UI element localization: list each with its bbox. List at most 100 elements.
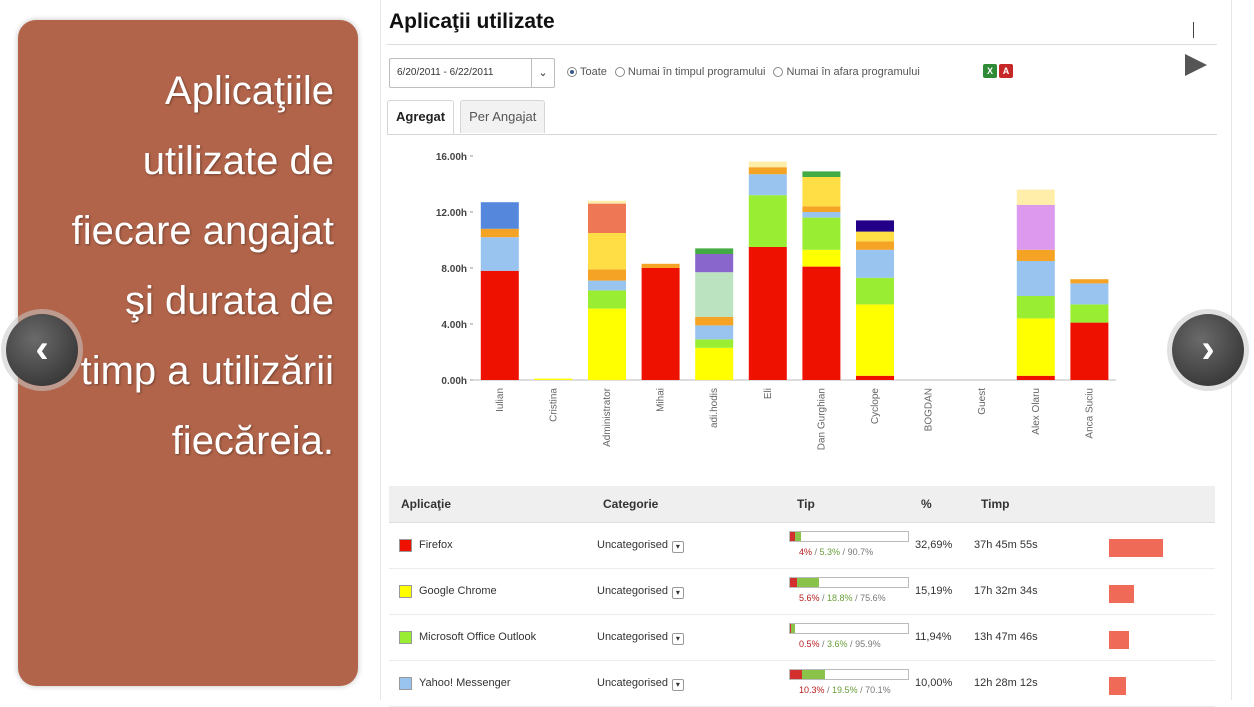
bar-segment[interactable] xyxy=(588,200,626,204)
bar-segment[interactable] xyxy=(802,177,841,207)
header-application[interactable]: Aplicaţie xyxy=(401,497,452,511)
header-time[interactable]: Timp xyxy=(981,497,1010,511)
category-value: Uncategorised xyxy=(597,585,668,597)
excel-export-icon[interactable]: X xyxy=(983,64,997,78)
bar-segment[interactable] xyxy=(588,233,626,270)
type-breakdown: 0.5% / 3.6% / 95.9% xyxy=(799,639,881,649)
bar-segment[interactable] xyxy=(480,202,519,229)
type-breakdown: 4% / 5.3% / 90.7% xyxy=(799,547,874,557)
type-breakdown: 10.3% / 19.5% / 70.1% xyxy=(799,685,891,695)
bar-segment[interactable] xyxy=(748,161,787,168)
bar-segment[interactable] xyxy=(1016,249,1055,261)
bar-segment[interactable] xyxy=(856,241,894,250)
type-rest-value: 95.9% xyxy=(855,639,881,649)
header-category[interactable]: Categorie xyxy=(603,497,659,511)
bar-segment[interactable] xyxy=(588,269,626,281)
percent-value: 32,69% xyxy=(915,539,953,551)
bar-segment[interactable] xyxy=(695,272,734,317)
bar-segment[interactable] xyxy=(748,174,787,196)
bar-segment[interactable] xyxy=(856,220,894,232)
bar-segment[interactable] xyxy=(802,206,841,212)
bar-segment[interactable] xyxy=(588,290,626,309)
bar-segment[interactable] xyxy=(480,270,519,380)
bar-segment[interactable] xyxy=(1070,322,1109,380)
tab-per-employee[interactable]: Per Angajat xyxy=(460,100,546,133)
chevron-down-icon[interactable]: ▾ xyxy=(671,633,684,645)
filter-during-hours[interactable]: Numai în timpul programului xyxy=(614,66,765,78)
header-percent[interactable]: % xyxy=(921,497,932,511)
bar-segment[interactable] xyxy=(1070,304,1109,323)
bar-segment[interactable] xyxy=(534,378,573,380)
bar-segment[interactable] xyxy=(1016,261,1055,296)
pdf-export-icon[interactable]: A xyxy=(999,64,1013,78)
filter-outside-hours[interactable]: Numai în afara programului xyxy=(773,66,920,78)
category-value: Uncategorised xyxy=(597,677,668,689)
color-swatch xyxy=(399,631,412,644)
bar-segment[interactable] xyxy=(856,231,894,242)
bar-segment[interactable] xyxy=(748,195,787,247)
header-type[interactable]: Tip xyxy=(797,497,815,511)
table-row[interactable]: Microsoft Office Outlook Uncategorised ▾ 0.… xyxy=(389,615,1215,661)
bar-segment[interactable] xyxy=(856,304,894,376)
type-bar xyxy=(789,623,909,634)
chevron-down-icon[interactable]: ▾ xyxy=(671,679,684,691)
bar-segment[interactable] xyxy=(802,266,841,380)
bar-segment[interactable] xyxy=(856,375,894,380)
type-breakdown: 5.6% / 18.8% / 75.6% xyxy=(799,593,886,603)
bar-segment[interactable] xyxy=(856,249,894,278)
type-green-value: 3.6% xyxy=(827,639,848,649)
bar-segment[interactable] xyxy=(480,237,519,271)
bar-segment[interactable] xyxy=(695,339,734,348)
bar-segment[interactable] xyxy=(1016,318,1055,376)
date-range-picker[interactable]: 6/20/2011 - 6/22/2011 ⌄ xyxy=(389,58,555,88)
bar-segment[interactable] xyxy=(695,254,734,273)
bar-segment[interactable] xyxy=(588,308,626,380)
time-value: 17h 32m 34s xyxy=(974,585,1038,597)
category-cell: Uncategorised ▾ xyxy=(597,677,684,691)
bar-segment[interactable] xyxy=(1016,189,1055,205)
play-icon[interactable] xyxy=(1185,54,1207,76)
next-slide-button[interactable]: › xyxy=(1172,314,1244,386)
x-tick-label: Iulian xyxy=(495,388,506,412)
type-green-value: 5.3% xyxy=(819,547,841,557)
bar-segment[interactable] xyxy=(588,203,626,233)
filter-all[interactable]: Toate xyxy=(567,66,607,78)
bar-segment[interactable] xyxy=(1016,205,1055,250)
view-tabs: Agregat Per Angajat xyxy=(387,100,546,135)
category-cell: Uncategorised ▾ xyxy=(597,631,684,645)
bar-segment[interactable] xyxy=(802,217,841,250)
bar-segment[interactable] xyxy=(588,280,626,291)
table-row[interactable]: Yahoo! Messenger Uncategorised ▾ 10.3% / 19… xyxy=(389,661,1215,707)
bar-segment[interactable] xyxy=(802,212,841,218)
bar-segment[interactable] xyxy=(695,248,734,254)
bar-segment[interactable] xyxy=(1016,375,1055,380)
x-tick-label: BOGDAN xyxy=(924,388,935,431)
bar-segment[interactable] xyxy=(695,325,734,340)
bar-segment[interactable] xyxy=(695,317,734,326)
bar-segment[interactable] xyxy=(802,171,841,177)
table-row[interactable]: Firefox Uncategorised ▾ 4% / 5.3% / 90.7% 32… xyxy=(389,523,1215,569)
x-tick-label: Anca Suciu xyxy=(1084,388,1095,439)
bar-segment[interactable] xyxy=(1016,296,1055,319)
table-row[interactable]: Google Chrome Uncategorised ▾ 5.6% / 18.8% … xyxy=(389,569,1215,615)
bar-segment[interactable] xyxy=(480,228,519,238)
bar-segment[interactable] xyxy=(802,249,841,267)
bar-segment[interactable] xyxy=(641,263,680,268)
bar-segment[interactable] xyxy=(748,167,787,175)
export-buttons: X A xyxy=(983,64,1013,78)
chevron-down-icon[interactable]: ▾ xyxy=(671,587,684,599)
bar-segment[interactable] xyxy=(695,347,734,380)
separator-mark xyxy=(1193,22,1194,38)
y-tick-label: 12.00h xyxy=(436,208,467,219)
chevron-down-icon[interactable]: ▾ xyxy=(671,541,684,553)
filter-all-label: Toate xyxy=(580,66,607,78)
bar-segment[interactable] xyxy=(748,247,787,380)
chevron-down-icon[interactable]: ⌄ xyxy=(531,59,554,87)
prev-slide-button[interactable]: ‹ xyxy=(6,314,78,386)
tab-aggregate[interactable]: Agregat xyxy=(387,100,455,135)
bar-segment[interactable] xyxy=(1070,283,1109,305)
category-cell: Uncategorised ▾ xyxy=(597,539,684,553)
bar-segment[interactable] xyxy=(1070,279,1109,284)
bar-segment[interactable] xyxy=(641,268,680,380)
bar-segment[interactable] xyxy=(856,277,894,305)
